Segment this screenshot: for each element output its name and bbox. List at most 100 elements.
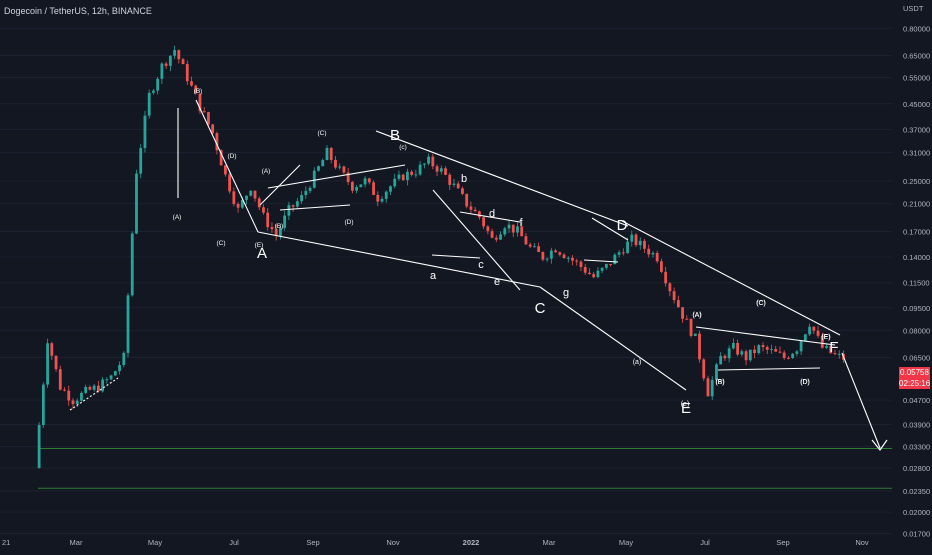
candle-body [604,263,608,268]
wave-line [717,367,821,371]
candle-countdown: 02:25:16 [899,379,931,389]
candle-body [46,343,49,385]
candle-body [715,364,718,380]
wave-line [459,211,521,223]
candle-body [317,166,320,171]
candle-body [803,334,807,342]
candle-body [439,168,443,172]
wave-label-minor: g [563,287,569,299]
candle-body [664,271,668,284]
wave-labels: A B C D E Fa b c d e f g (A) (B) (C) (D) (E) (a) (e) (B) (A)… [173,88,839,417]
time-tick-label: 21 [2,538,10,547]
candle-body [274,229,278,236]
price-tick-label: 0.11500 [903,279,930,288]
wave-lines [69,99,888,452]
wave-label-minor: (e) [681,401,690,408]
candle-body [291,205,295,207]
candle-body [808,326,811,335]
candle-body [113,371,117,376]
wave-line [257,231,541,288]
candle-body [96,385,100,392]
sub-wave-label: (E) [822,334,831,341]
sub-wave-label: (D) [227,153,236,160]
price-tick-label: 0.04700 [903,396,930,405]
candle-body [304,190,308,196]
wave-line [583,259,619,263]
candle-body [554,250,557,253]
support-lines [38,447,892,489]
price-tick-label: 0.14000 [903,253,930,262]
price-tick-label: 0.37000 [903,125,930,134]
candle-body [782,352,786,358]
candle-body [710,379,714,397]
price-tick-label: 0.17000 [903,227,930,236]
candle-body [685,318,689,320]
candle-body [524,236,528,245]
wave-label-minor: f [519,217,523,229]
candle-body [346,172,350,182]
candle-body [731,343,735,349]
candle-body [359,184,363,188]
wave-label-minor: (C) [756,300,766,307]
candle-body [494,237,498,240]
wave-line [621,220,841,336]
price-axis: 0.80000 0.65000 0.55000 0.45000 0.37000 0.310… [903,4,930,538]
candle-body [401,174,405,181]
candle-body [181,59,185,65]
sub-wave-label: (C) [216,240,225,247]
candle-body [520,226,524,237]
price-tick-label: 0.02000 [903,508,930,517]
price-tick-label: 0.02800 [903,464,930,473]
candle-body [160,63,164,79]
price-tick-label: 0.21000 [903,200,930,209]
candle-body [156,78,160,91]
candle-body [397,174,401,179]
candle-body [211,124,215,134]
wave-label-major: B [390,127,400,144]
wave-line [259,164,301,206]
candle-body [503,228,507,235]
candle-body [647,248,651,255]
candle-body [422,163,426,165]
candle-body [207,112,210,125]
candle-body [748,349,752,361]
candle-body [490,231,494,238]
candle-body [58,369,62,390]
candle-body [698,333,701,360]
chart-header: Dogecoin / TetherUS, 12h, BINANCE [4,6,152,16]
candle-body [67,390,71,401]
candle-body [444,168,447,175]
candle-body [71,400,75,405]
wave-label-major: A [257,245,267,262]
candle-body [549,250,553,259]
candle-body [427,156,430,164]
candle-body [287,205,291,216]
price-tick-label: 0.01700 [903,529,930,538]
candle-body [164,63,168,66]
price-tick-label: 0.02350 [903,487,930,496]
candle-body [774,349,778,352]
candle-body [418,164,422,175]
time-tick-label: Sep [306,538,319,547]
candle-body [672,291,676,301]
candle-body [651,252,655,255]
candle-body [300,195,303,202]
candle-body [118,364,121,372]
candle-body [660,261,663,272]
sub-wave-label: (A) [173,214,182,221]
candle-body [778,351,782,353]
wave-label-major: D [617,217,628,234]
candle-body [54,355,58,370]
price-tick-label: 0.09500 [903,304,930,313]
candle-body [461,188,464,194]
candle-body [571,257,574,261]
sub-wave-label: (A) [693,312,702,319]
candle-body [147,92,151,116]
candle-body [279,227,282,236]
time-tick-label: Jul [229,538,239,547]
price-tick-label: 0.55000 [903,73,930,82]
candle-body [389,186,392,192]
candle-body [499,234,502,240]
